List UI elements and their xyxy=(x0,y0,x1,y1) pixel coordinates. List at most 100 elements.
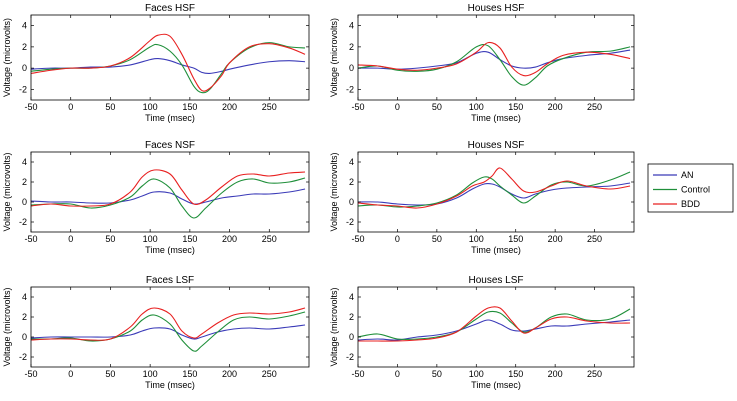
series-line-an xyxy=(358,182,631,206)
axes-box xyxy=(30,151,310,233)
y-tick-label: 2 xyxy=(349,42,354,52)
series-line-control xyxy=(358,171,631,208)
x-tick-label: 100 xyxy=(143,234,158,244)
y-tick-label: 4 xyxy=(22,292,27,302)
y-tick-label: 0 xyxy=(22,197,27,207)
y-axis-label: Voltage (microvolts) xyxy=(329,152,339,231)
y-tick-label: -2 xyxy=(346,84,354,94)
x-tick-label: 50 xyxy=(432,369,442,379)
y-tick-label: 4 xyxy=(349,21,354,31)
y-tick-label: 2 xyxy=(22,42,27,52)
y-tick-label: 0 xyxy=(349,332,354,342)
x-tick-label: 100 xyxy=(143,102,158,112)
y-tick-label: 0 xyxy=(349,63,354,73)
x-tick-label: 100 xyxy=(469,102,484,112)
series-line-bdd xyxy=(358,41,631,77)
x-tick-label: 250 xyxy=(587,102,602,112)
x-tick-label: 0 xyxy=(395,369,400,379)
panel-houses-lsf: Houses LSF -50 0 50 100 150 200 250 -2 0 2 4 Time (m… xyxy=(329,275,635,390)
x-tick-label: 150 xyxy=(508,102,523,112)
series-line-an xyxy=(31,188,306,205)
legend-label-control: Control xyxy=(681,185,710,195)
y-tick-label: 0 xyxy=(22,332,27,342)
x-tick-label: 50 xyxy=(105,234,115,244)
x-tick-label: -50 xyxy=(24,102,37,112)
x-tick-label: 250 xyxy=(587,369,602,379)
x-tick-label: -50 xyxy=(351,369,364,379)
x-tick-label: 50 xyxy=(432,102,442,112)
y-tick-label: 4 xyxy=(349,157,354,167)
legend-label-an: AN xyxy=(681,170,694,180)
y-axis-label: Voltage (microvolts) xyxy=(2,152,12,231)
panel-title: Faces LSF xyxy=(146,275,194,286)
series-line-bdd xyxy=(358,167,631,209)
x-tick-label: 100 xyxy=(143,369,158,379)
x-tick-label: 0 xyxy=(68,369,73,379)
x-axis-label: Time (msec) xyxy=(471,113,521,123)
x-tick-label: 150 xyxy=(182,102,197,112)
x-tick-label: 250 xyxy=(262,102,277,112)
x-tick-label: 50 xyxy=(105,102,115,112)
x-tick-label: 50 xyxy=(105,369,115,379)
series-line-bdd xyxy=(31,169,306,207)
x-tick-label: 150 xyxy=(508,369,523,379)
y-tick-label: -2 xyxy=(19,84,27,94)
x-tick-label: 200 xyxy=(222,102,237,112)
y-tick-label: -2 xyxy=(346,352,354,362)
y-axis-label: Voltage (microvolts) xyxy=(2,18,12,97)
panel-faces-nsf: Faces NSF -50 0 50 100 150 200 250 -2 0 2 4 Time (ms… xyxy=(2,140,310,255)
y-tick-label: -2 xyxy=(19,352,27,362)
axes-box xyxy=(357,151,635,233)
y-tick-label: 4 xyxy=(22,21,27,31)
series-line-control xyxy=(31,177,306,219)
y-axis-label: Voltage (microvolts) xyxy=(2,287,12,366)
y-tick-label: 4 xyxy=(349,292,354,302)
panel-faces-lsf: Faces LSF -50 0 50 100 150 200 250 -2 0 2 4 Time (ms… xyxy=(2,275,310,390)
x-tick-label: 100 xyxy=(469,369,484,379)
series-line-control xyxy=(358,308,631,341)
x-axis-label: Time (msec) xyxy=(471,245,521,255)
series-line-an xyxy=(358,319,631,341)
panel-title: Faces HSF xyxy=(145,3,195,14)
x-axis-label: Time (msec) xyxy=(145,113,195,123)
x-tick-label: 150 xyxy=(182,369,197,379)
y-tick-label: 0 xyxy=(22,63,27,73)
x-axis-label: Time (msec) xyxy=(471,380,521,390)
panel-faces-hsf: Faces HSF -50 0 50 100 150 200 250 -2 0 2 4 Time (ms… xyxy=(2,3,310,123)
panel-houses-nsf: Houses NSF -50 0 50 100 150 200 250 -2 0 2 4 Time (m… xyxy=(329,140,635,255)
series-line-an xyxy=(358,49,631,70)
y-tick-label: 0 xyxy=(349,197,354,207)
y-axis-label: Voltage (microvolts) xyxy=(329,287,339,366)
x-tick-label: 200 xyxy=(222,234,237,244)
x-tick-label: 150 xyxy=(182,234,197,244)
x-tick-label: 0 xyxy=(68,102,73,112)
series-line-control xyxy=(358,43,631,86)
x-axis-label: Time (msec) xyxy=(145,245,195,255)
x-tick-label: 250 xyxy=(262,234,277,244)
x-tick-label: 0 xyxy=(68,234,73,244)
panel-title: Houses NSF xyxy=(468,140,525,151)
series-line-bdd xyxy=(358,306,631,342)
axes-box xyxy=(30,286,310,368)
legend-label-bdd: BDD xyxy=(681,199,701,209)
y-tick-label: 2 xyxy=(349,177,354,187)
x-tick-label: 150 xyxy=(508,234,523,244)
x-tick-label: 0 xyxy=(395,102,400,112)
y-axis-label: Voltage (microvolts) xyxy=(329,18,339,97)
axes-box xyxy=(357,14,635,101)
axes-box xyxy=(357,286,635,368)
y-tick-label: -2 xyxy=(346,217,354,227)
x-tick-label: 250 xyxy=(262,369,277,379)
x-tick-label: 200 xyxy=(548,234,563,244)
x-axis-label: Time (msec) xyxy=(145,380,195,390)
x-tick-label: 200 xyxy=(222,369,237,379)
x-tick-label: 0 xyxy=(395,234,400,244)
x-tick-label: 250 xyxy=(587,234,602,244)
series-line-an xyxy=(31,324,306,340)
y-tick-label: -2 xyxy=(19,217,27,227)
panel-title: Houses LSF xyxy=(468,275,523,286)
y-tick-label: 4 xyxy=(22,157,27,167)
y-tick-label: 2 xyxy=(349,312,354,322)
series-line-bdd xyxy=(31,33,306,92)
